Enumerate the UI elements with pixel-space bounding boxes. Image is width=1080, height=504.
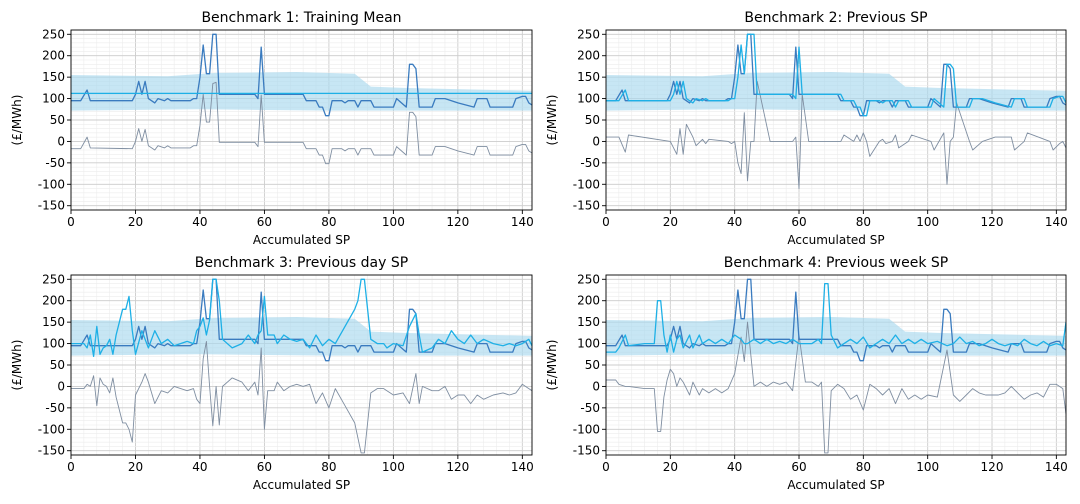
x-tick-label: 0 [67, 460, 75, 474]
series-line-2 [606, 33, 1066, 117]
x-tick-label: 40 [727, 215, 742, 229]
x-tick-label: 0 [602, 460, 610, 474]
series-line-2 [606, 282, 1066, 353]
x-tick-label: 80 [856, 215, 871, 229]
series-line-3 [71, 340, 532, 454]
y-tick-label: 200 [42, 49, 65, 63]
y-axis-label: (£/MWh) [10, 95, 24, 146]
y-tick-label: -150 [573, 199, 600, 213]
y-tick-label: -150 [38, 444, 65, 458]
y-tick-label: -50 [45, 156, 65, 170]
series-line-3 [606, 80, 1066, 190]
y-tick-label: 250 [42, 272, 65, 286]
x-tick-label: 60 [257, 460, 272, 474]
y-tick-label: 50 [50, 358, 65, 372]
x-axis-label: Accumulated SP [253, 233, 350, 247]
x-tick-label: 80 [856, 460, 871, 474]
y-tick-label: 200 [42, 294, 65, 308]
y-tick-label: 0 [592, 134, 600, 148]
y-tick-label: 100 [577, 337, 600, 351]
y-tick-label: 50 [50, 113, 65, 127]
y-tick-label: -100 [38, 422, 65, 436]
chart-panel-4: 0 20 40 60 80 100 120 140 -150 -100 -50 0 50 100 150 20… [545, 255, 1068, 492]
x-tick-label: 40 [727, 460, 742, 474]
x-tick-label: 100 [916, 460, 939, 474]
x-tick-label: 40 [192, 460, 207, 474]
y-tick-label: 250 [42, 27, 65, 41]
x-tick-label: 60 [257, 215, 272, 229]
y-tick-label: 0 [57, 134, 65, 148]
y-tick-label: -100 [573, 177, 600, 191]
y-tick-label: 250 [577, 27, 600, 41]
x-axis-label: Accumulated SP [787, 478, 884, 492]
x-axis-label: Accumulated SP [787, 233, 884, 247]
grid [70, 30, 532, 210]
x-tick-label: 80 [321, 460, 336, 474]
x-tick-label: 120 [446, 215, 469, 229]
x-tick-label: 100 [382, 215, 405, 229]
chart-panel-1: 0 20 40 60 80 100 120 140 -150 -100 -50 0 50 100 150 20… [10, 10, 534, 247]
y-tick-label: -50 [580, 156, 600, 170]
x-tick-label: 120 [981, 215, 1004, 229]
x-tick-label: 140 [1045, 215, 1068, 229]
y-tick-label: -50 [580, 401, 600, 415]
x-tick-label: 140 [1045, 460, 1068, 474]
y-tick-label: -50 [45, 401, 65, 415]
x-tick-label: 120 [446, 460, 469, 474]
y-tick-label: 200 [577, 294, 600, 308]
chart-title: Benchmark 1: Training Mean [201, 10, 401, 26]
y-axis-label: (£/MWh) [545, 340, 559, 391]
chart-title: Benchmark 4: Previous week SP [724, 255, 948, 271]
chart-panel-2: 0 20 40 60 80 100 120 140 -150 -100 -50 0 50 100 150 20… [545, 10, 1068, 247]
y-tick-label: 50 [585, 113, 600, 127]
series-line-2 [71, 278, 532, 358]
y-tick-label: 150 [577, 315, 600, 329]
x-tick-label: 0 [602, 215, 610, 229]
y-tick-label: 150 [42, 315, 65, 329]
grid [605, 275, 1066, 455]
x-tick-label: 60 [791, 215, 806, 229]
y-tick-label: 150 [42, 70, 65, 84]
x-tick-label: 0 [67, 215, 75, 229]
x-tick-label: 80 [321, 215, 336, 229]
x-tick-label: 20 [663, 460, 678, 474]
x-tick-label: 40 [192, 215, 207, 229]
x-axis-label: Accumulated SP [253, 478, 350, 492]
y-tick-label: 250 [577, 272, 600, 286]
x-tick-label: 60 [791, 460, 806, 474]
y-tick-label: 150 [577, 70, 600, 84]
y-tick-label: -100 [573, 422, 600, 436]
x-tick-label: 20 [663, 215, 678, 229]
series-line-3 [71, 81, 532, 165]
y-tick-label: -150 [573, 444, 600, 458]
chart-title: Benchmark 2: Previous SP [744, 10, 927, 26]
x-tick-label: 20 [128, 215, 143, 229]
y-tick-label: 100 [42, 92, 65, 106]
y-tick-label: 200 [577, 49, 600, 63]
y-tick-label: 0 [592, 379, 600, 393]
x-tick-label: 120 [981, 460, 1004, 474]
x-tick-label: 140 [511, 460, 534, 474]
y-axis-label: (£/MWh) [10, 340, 24, 391]
x-tick-label: 100 [916, 215, 939, 229]
y-axis-label: (£/MWh) [545, 95, 559, 146]
y-tick-label: 50 [585, 358, 600, 372]
x-tick-label: 20 [128, 460, 143, 474]
series-line-1 [71, 33, 532, 117]
chart-title: Benchmark 3: Previous day SP [195, 255, 408, 271]
y-tick-label: 0 [57, 379, 65, 393]
grid [605, 30, 1066, 210]
x-tick-label: 140 [511, 215, 534, 229]
y-tick-label: -100 [38, 177, 65, 191]
y-tick-label: 100 [42, 337, 65, 351]
series-line-3 [606, 321, 1066, 454]
x-tick-label: 100 [382, 460, 405, 474]
y-tick-label: 100 [577, 92, 600, 106]
chart-panel-3: 0 20 40 60 80 100 120 140 -150 -100 -50 0 50 100 150 20… [10, 255, 534, 492]
y-tick-label: -150 [38, 199, 65, 213]
